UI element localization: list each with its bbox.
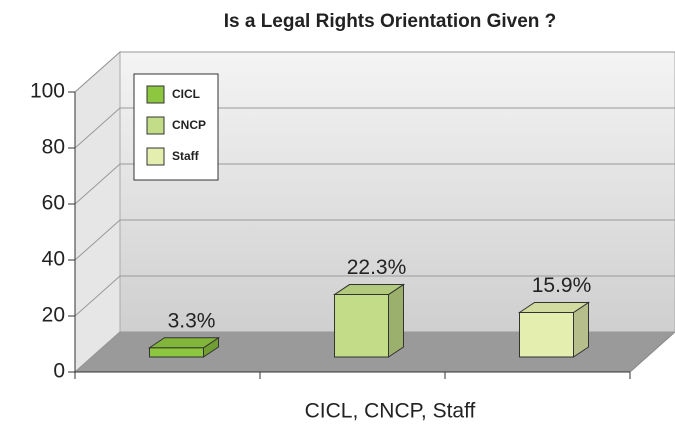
legend-label: CICL xyxy=(172,87,200,101)
bar-front xyxy=(149,347,204,358)
bar xyxy=(332,283,406,358)
y-tick-label: 20 xyxy=(42,304,65,327)
y-tick-label: 100 xyxy=(30,80,65,103)
grid-line xyxy=(74,107,675,149)
y-tick-label: 0 xyxy=(53,360,65,383)
legend-swatch xyxy=(146,85,165,104)
data-label: 15.9% xyxy=(532,274,592,297)
bar-front xyxy=(334,294,389,358)
bar-side xyxy=(388,283,404,358)
bar-top xyxy=(517,301,591,313)
grid-line xyxy=(74,219,675,261)
grid-line xyxy=(74,51,675,93)
bar-top xyxy=(147,337,221,349)
bar xyxy=(517,301,591,358)
data-label: 22.3% xyxy=(347,256,407,279)
y-tick-label: 40 xyxy=(42,248,65,271)
legend-swatch xyxy=(146,116,165,135)
grid-line xyxy=(74,275,675,317)
bar-top xyxy=(332,284,406,296)
y-tick-label: 60 xyxy=(42,192,65,215)
data-label: 3.3% xyxy=(168,309,216,332)
legend-swatch xyxy=(146,147,165,166)
grid-line xyxy=(74,163,675,205)
side-wall xyxy=(74,50,121,374)
x-axis-title: CICL, CNCP, Staff xyxy=(305,400,476,423)
y-tick-label: 80 xyxy=(42,136,65,159)
legend-label: Staff xyxy=(172,149,200,163)
grid-line xyxy=(74,331,675,373)
bar xyxy=(147,336,221,358)
chart-title: Is a Legal Rights Orientation Given ? xyxy=(224,11,557,32)
bar-front xyxy=(519,311,574,358)
legend-label: CNCP xyxy=(172,118,206,132)
